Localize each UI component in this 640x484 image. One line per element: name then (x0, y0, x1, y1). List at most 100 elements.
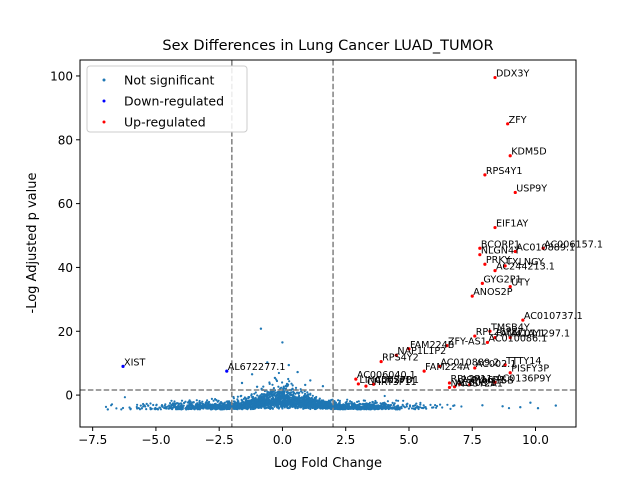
ns-point (397, 399, 400, 402)
ns-point (244, 400, 248, 403)
up-regulated-point (364, 384, 368, 388)
ns-point (248, 399, 251, 402)
gene-label: AL672277.1 (228, 362, 286, 373)
ns-point (191, 401, 194, 404)
ns-point (380, 408, 384, 411)
ns-point (272, 387, 275, 390)
gene-labels: XIST AL672277.1 DDX3Y ZFY KDM5D RPS4Y1 USP9Y EI… (124, 69, 603, 390)
ns-point (245, 397, 248, 400)
ns-point (250, 393, 253, 396)
ns-point (296, 370, 299, 374)
ns-point (393, 407, 396, 410)
up-regulated-point (488, 329, 492, 333)
ns-point (259, 398, 262, 401)
ns-point (245, 405, 248, 409)
x-tick-label: 10.0 (522, 433, 549, 447)
ns-point (110, 404, 113, 407)
ns-point (188, 399, 191, 402)
ns-point (380, 402, 383, 405)
ns-point (296, 401, 299, 404)
up-regulated-point (508, 336, 512, 340)
gene-label: DDX3Y (496, 69, 529, 80)
ns-point (236, 395, 239, 398)
up-regulated-point (447, 381, 452, 385)
up-regulated-point (457, 382, 462, 386)
legend-marker (102, 120, 106, 124)
gene-label: AC010086.1 (488, 333, 547, 344)
ns-point (354, 407, 357, 410)
ns-point (181, 405, 184, 408)
ns-point (152, 403, 155, 407)
ns-point (325, 405, 328, 408)
ns-point (274, 391, 277, 394)
ns-point (190, 403, 193, 406)
gene-label: ZFY-AS1 (448, 337, 487, 348)
up-regulated-point (473, 334, 477, 338)
ns-point (186, 404, 189, 407)
ns-point (321, 385, 325, 388)
ns-point (351, 402, 354, 405)
up-regulated-point (493, 225, 497, 230)
ns-point (304, 383, 307, 387)
ns-point (422, 404, 425, 407)
ns-point (554, 404, 557, 407)
ns-point (245, 404, 248, 407)
ns-point (203, 405, 206, 408)
ns-point (216, 405, 219, 408)
ns-point (371, 400, 374, 404)
gene-label: RPS4Y2 (382, 353, 419, 364)
legend: Not significant Down-regulated Up-regulate… (86, 65, 248, 133)
ns-point (180, 399, 184, 402)
ns-point (158, 406, 161, 409)
y-tick-label: 40 (58, 261, 73, 275)
gene-label: AC0136P9Y (496, 373, 551, 384)
gene-label: AC010889.2 (440, 357, 499, 368)
ns-point (188, 407, 191, 410)
up-regulated-point (452, 385, 457, 389)
gene-label: XIST (124, 357, 145, 368)
ns-point (282, 398, 285, 401)
ns-point (136, 407, 139, 410)
ns-point (424, 406, 427, 409)
gene-label: FAM224A (425, 362, 470, 373)
gene-label: CHRT3P11 (367, 377, 417, 388)
ns-point (364, 403, 367, 407)
ns-point (285, 393, 288, 396)
ns-point (280, 386, 283, 389)
ns-point (261, 403, 264, 406)
ns-point (355, 404, 358, 408)
ns-point (287, 397, 290, 400)
up-regulated-point (513, 190, 517, 195)
ns-point (342, 403, 345, 406)
gene-label: AC010889.1 (516, 242, 575, 253)
gene-label: BCORP1 (481, 239, 520, 250)
up-regulated-point (445, 344, 449, 348)
ns-point (300, 406, 303, 409)
down-regulated-point (121, 364, 125, 368)
ns-point (279, 391, 283, 394)
ns-point (161, 405, 164, 408)
ns-point (251, 396, 254, 399)
ns-point (362, 407, 365, 410)
ns-point (370, 408, 373, 411)
ns-point (290, 382, 293, 385)
ns-point (264, 400, 267, 404)
ns-point (277, 393, 280, 396)
ns-point (206, 399, 209, 402)
ns-point (306, 391, 309, 394)
ns-point (273, 402, 276, 405)
up-regulated-point (356, 382, 360, 386)
ns-point (210, 397, 213, 400)
ns-point (199, 402, 202, 405)
ns-point (431, 406, 434, 409)
ns-point (306, 400, 309, 403)
ns-point (232, 395, 235, 399)
y-tick-label: 80 (58, 133, 73, 147)
ns-point (435, 406, 438, 409)
ns-point (349, 400, 352, 403)
ns-point (271, 397, 274, 400)
ns-point (375, 404, 378, 408)
chart-title: Sex Differences in Lung Cancer LUAD_TUMO… (162, 38, 493, 54)
up-regulated-point (447, 385, 452, 390)
ns-point (172, 402, 176, 405)
